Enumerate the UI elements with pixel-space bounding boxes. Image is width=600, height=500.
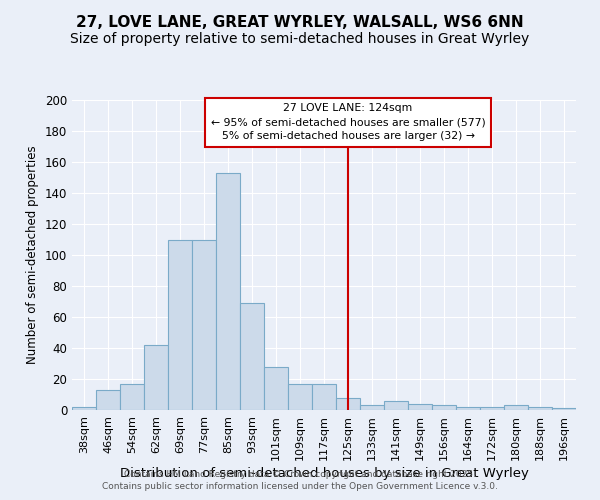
- Bar: [336, 398, 360, 410]
- Bar: [432, 406, 456, 410]
- Bar: [168, 240, 192, 410]
- Text: Size of property relative to semi-detached houses in Great Wyrley: Size of property relative to semi-detach…: [70, 32, 530, 46]
- X-axis label: Distribution of semi-detached houses by size in Great Wyrley: Distribution of semi-detached houses by …: [119, 467, 529, 480]
- Bar: [384, 400, 408, 410]
- Bar: [552, 408, 576, 410]
- Bar: [288, 384, 312, 410]
- Bar: [96, 390, 120, 410]
- Bar: [312, 384, 336, 410]
- Bar: [504, 406, 528, 410]
- Bar: [480, 407, 504, 410]
- Bar: [408, 404, 432, 410]
- Bar: [216, 173, 240, 410]
- Text: Contains HM Land Registry data © Crown copyright and database right 2025.: Contains HM Land Registry data © Crown c…: [124, 470, 476, 479]
- Bar: [144, 345, 168, 410]
- Bar: [120, 384, 144, 410]
- Bar: [528, 407, 552, 410]
- Bar: [72, 407, 96, 410]
- Y-axis label: Number of semi-detached properties: Number of semi-detached properties: [26, 146, 39, 364]
- Bar: [192, 240, 216, 410]
- Text: 27, LOVE LANE, GREAT WYRLEY, WALSALL, WS6 6NN: 27, LOVE LANE, GREAT WYRLEY, WALSALL, WS…: [76, 15, 524, 30]
- Bar: [360, 406, 384, 410]
- Bar: [264, 366, 288, 410]
- Bar: [456, 407, 480, 410]
- Bar: [240, 303, 264, 410]
- Text: 27 LOVE LANE: 124sqm
← 95% of semi-detached houses are smaller (577)
5% of semi-: 27 LOVE LANE: 124sqm ← 95% of semi-detac…: [211, 103, 485, 141]
- Text: Contains public sector information licensed under the Open Government Licence v.: Contains public sector information licen…: [102, 482, 498, 491]
